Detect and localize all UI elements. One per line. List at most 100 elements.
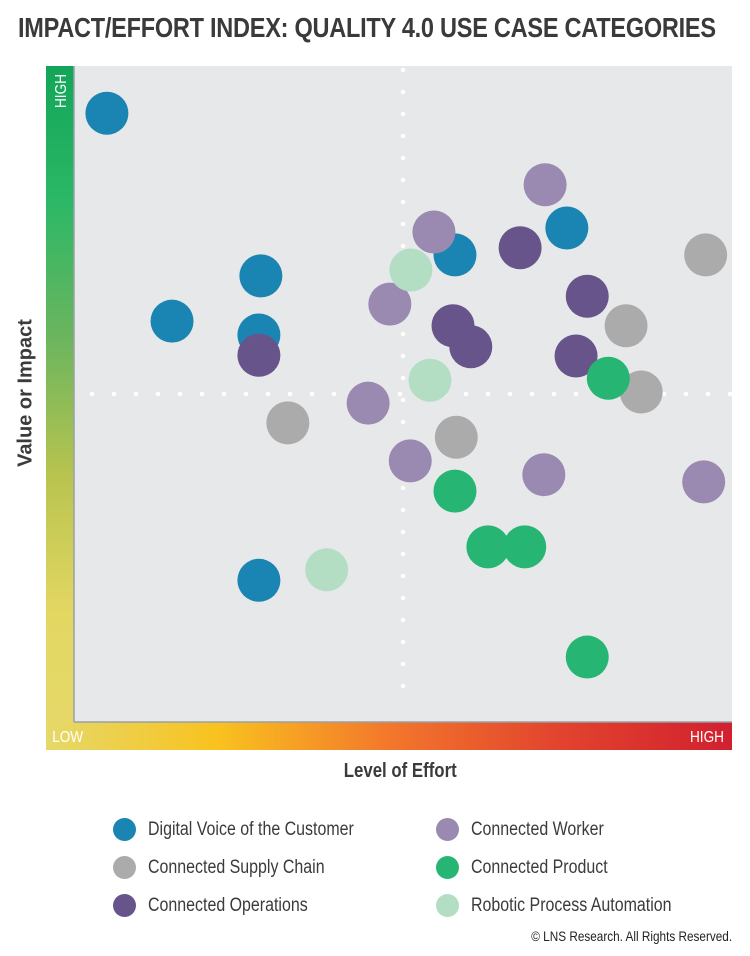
legend-item-operations: Connected Operations: [113, 894, 338, 917]
divider-dot: [573, 391, 579, 397]
divider-dot: [705, 391, 711, 397]
legend-item-product: Connected Product: [436, 856, 634, 879]
data-point-connected-operations: [237, 333, 281, 377]
data-point-digital-voice-of-the-customer: [545, 206, 589, 250]
divider-dot: [287, 391, 293, 397]
x-tick-low: LOW: [52, 729, 83, 746]
legend-label: Connected Product: [471, 856, 608, 878]
data-point-connected-worker: [368, 282, 412, 326]
data-point-connected-product: [503, 525, 547, 569]
divider-dot: [400, 221, 406, 227]
legend-dot-icon: [436, 894, 459, 917]
divider-dot: [400, 485, 406, 491]
data-point-connected-product: [466, 525, 510, 569]
chart-title: IMPACT/EFFORT INDEX: QUALITY 4.0 USE CAS…: [18, 12, 750, 44]
data-point-digital-voice-of-the-customer: [85, 91, 129, 135]
divider-dot: [265, 391, 271, 397]
legend-label: Connected Supply Chain: [148, 856, 325, 878]
legend-label: Robotic Process Automation: [471, 894, 672, 916]
divider-dot: [309, 391, 315, 397]
chart-title-text: IMPACT/EFFORT INDEX: QUALITY 4.0 USE CAS…: [18, 12, 716, 43]
data-points: [85, 91, 728, 679]
data-point-connected-supply-chain: [604, 304, 648, 348]
data-point-connected-worker: [346, 381, 390, 425]
divider-dot: [400, 353, 406, 359]
legend-label: Connected Operations: [148, 894, 308, 916]
data-point-robotic-process-automation: [305, 548, 349, 592]
data-point-connected-operations: [565, 274, 609, 318]
divider-dot: [400, 243, 406, 249]
divider-dot: [400, 155, 406, 161]
data-point-connected-worker: [682, 460, 726, 504]
data-point-connected-supply-chain: [619, 370, 663, 414]
legend-dot-icon: [113, 818, 136, 841]
scatter-chart: HIGH LOW HIGH: [46, 66, 733, 750]
copyright: © LNS Research. All Rights Reserved.: [493, 928, 732, 944]
divider-dot: [683, 391, 689, 397]
divider-dot: [400, 573, 406, 579]
divider-dot: [400, 617, 406, 623]
data-point-connected-product: [433, 469, 477, 513]
divider-dot: [400, 529, 406, 535]
legend-dot-icon: [436, 818, 459, 841]
x-axis-gradient-bar: [46, 722, 732, 750]
x-axis-label: Level of Effort: [0, 760, 750, 783]
data-point-connected-supply-chain: [434, 415, 478, 459]
data-point-connected-product: [565, 635, 609, 679]
divider-dot: [400, 639, 406, 645]
y-tick-high: HIGH: [53, 74, 70, 108]
divider-dot: [400, 177, 406, 183]
divider-dot: [400, 133, 406, 139]
divider-dot: [485, 391, 491, 397]
legend-item-supply-chain: Connected Supply Chain: [113, 856, 358, 879]
legend-item-rpa: Robotic Process Automation: [436, 894, 710, 917]
divider-dot: [199, 391, 205, 397]
divider-dot: [400, 419, 406, 425]
divider-dot: [397, 391, 403, 397]
divider-dot: [400, 89, 406, 95]
data-point-connected-worker: [388, 439, 432, 483]
data-point-digital-voice-of-the-customer: [239, 254, 283, 298]
divider-dot: [400, 397, 406, 403]
data-point-connected-worker: [523, 163, 567, 207]
legend-dot-icon: [113, 894, 136, 917]
legend-dot-icon: [436, 856, 459, 879]
x-axis-label-text: Level of Effort: [343, 760, 457, 782]
data-point-connected-operations: [449, 325, 493, 369]
divider-dot: [400, 661, 406, 667]
divider-dot: [243, 391, 249, 397]
divider-dot: [133, 391, 139, 397]
divider-dot: [89, 391, 95, 397]
data-point-connected-operations: [554, 334, 598, 378]
divider-dot: [400, 199, 406, 205]
divider-dot: [111, 391, 117, 397]
legend-item-dvoc: Digital Voice of the Customer: [113, 818, 393, 841]
data-point-connected-worker: [412, 210, 456, 254]
divider-dot: [551, 391, 557, 397]
data-point-connected-worker: [522, 453, 566, 497]
divider-dot: [529, 391, 535, 397]
data-point-connected-supply-chain: [684, 233, 728, 277]
divider-dot: [331, 391, 337, 397]
divider-dot: [177, 391, 183, 397]
legend-label: Digital Voice of the Customer: [148, 818, 354, 840]
data-point-robotic-process-automation: [408, 358, 452, 402]
divider-dot: [661, 391, 667, 397]
divider-dot: [400, 67, 406, 73]
divider-dot: [221, 391, 227, 397]
divider-dot: [400, 507, 406, 513]
divider-dot: [507, 391, 513, 397]
divider-dot: [400, 551, 406, 557]
data-point-digital-voice-of-the-customer: [237, 558, 281, 602]
y-axis-label-text: Value or Impact: [14, 319, 37, 467]
y-axis-gradient-bar: [46, 66, 74, 750]
legend-item-worker: Connected Worker: [436, 818, 629, 841]
x-tick-high: HIGH: [690, 729, 724, 746]
divider-dot: [463, 391, 469, 397]
copyright-text: © LNS Research. All Rights Reserved.: [531, 928, 732, 944]
data-point-connected-operations: [498, 226, 542, 270]
legend-dot-icon: [113, 856, 136, 879]
divider-dot: [400, 683, 406, 689]
divider-dot: [400, 331, 406, 337]
data-point-robotic-process-automation: [389, 248, 433, 292]
